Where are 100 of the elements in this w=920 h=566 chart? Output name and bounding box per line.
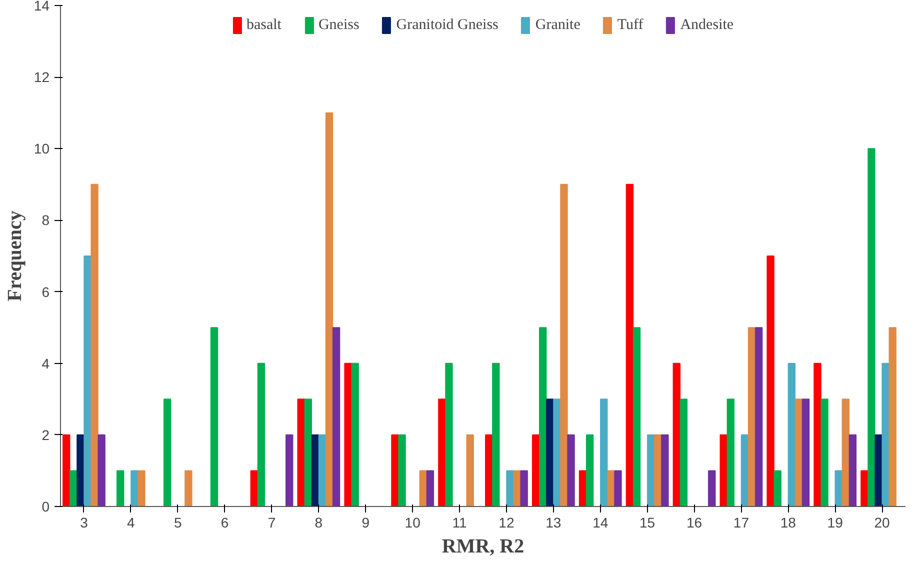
bar: [586, 434, 594, 506]
bar: [445, 362, 453, 506]
bar: [184, 470, 192, 506]
x-tick-label: 20: [874, 514, 890, 530]
bar: [116, 470, 124, 506]
bar: [600, 398, 608, 506]
bar: [882, 362, 890, 506]
bar: [672, 362, 680, 506]
x-tick-label: 17: [733, 514, 750, 530]
y-tick-label: 10: [34, 140, 50, 157]
bar: [567, 434, 575, 506]
bar: [297, 398, 305, 506]
x-tick-label: 3: [80, 514, 88, 530]
y-tick-label: 14: [34, 0, 50, 14]
bar: [726, 398, 734, 506]
bar: [546, 398, 554, 506]
bar: [520, 470, 528, 506]
bar: [754, 327, 763, 506]
x-tick-label: 5: [174, 514, 182, 530]
bar: [788, 362, 796, 506]
bar: [419, 470, 427, 506]
bar: [626, 184, 634, 506]
legend-label: Granite: [535, 16, 580, 34]
bar: [76, 434, 84, 506]
bar: [438, 398, 446, 506]
bar: [210, 327, 218, 506]
bar: [98, 434, 106, 506]
bar: [250, 470, 258, 506]
x-tick-label: 13: [546, 514, 562, 530]
y-tick-label: 6: [42, 284, 50, 300]
bar: [506, 470, 514, 506]
y-tick-label: 2: [42, 426, 50, 443]
bar: [680, 398, 688, 506]
bar: [311, 434, 320, 506]
bar: [720, 434, 728, 506]
x-tick-label: 18: [780, 514, 796, 530]
bar: [560, 184, 568, 506]
legend-label: Tuff: [617, 16, 644, 34]
bar: [802, 398, 810, 506]
y-tick-label: 8: [42, 212, 50, 228]
bar: [532, 434, 540, 506]
y-tick-label: 0: [42, 498, 50, 514]
legend-label: Granitoid Gneiss: [396, 16, 498, 34]
bar: [578, 470, 587, 506]
x-tick-label: 4: [127, 514, 136, 530]
x-tick-label: 14: [592, 514, 608, 530]
bar: [70, 470, 78, 506]
bar: [351, 362, 359, 506]
bar: [391, 434, 399, 506]
bar: [654, 434, 662, 506]
bar: [740, 434, 749, 506]
bar: [814, 362, 822, 506]
bar: [834, 470, 842, 506]
bar: [539, 327, 547, 506]
x-tick-label: 10: [404, 514, 421, 530]
bar: [848, 434, 857, 506]
bar: [398, 434, 406, 506]
bar: [874, 434, 882, 506]
x-axis-title: RMR, R2: [442, 536, 524, 558]
bar: [774, 470, 782, 506]
bar: [708, 470, 716, 506]
bar: [868, 148, 876, 506]
x-tick-label: 6: [220, 514, 229, 530]
bar: [492, 362, 500, 506]
y-tick-label: 12: [34, 69, 50, 86]
bar: [614, 470, 622, 506]
legend-label: Andesite: [680, 16, 734, 34]
bar: [286, 434, 294, 506]
bar: [84, 256, 92, 506]
bar: [304, 398, 312, 506]
bar: [860, 470, 868, 506]
x-tick-label: 12: [498, 514, 514, 530]
bar: [485, 434, 493, 506]
bar: [842, 398, 850, 506]
bar: [332, 327, 340, 506]
bar: [62, 434, 70, 506]
x-tick-label: 11: [452, 514, 468, 530]
bar: [130, 470, 138, 506]
x-tick-label: 19: [827, 514, 844, 530]
bar: [513, 470, 521, 506]
y-axis-title: Frequency: [4, 210, 26, 302]
bar: [661, 434, 669, 506]
bar: [553, 398, 561, 506]
bar: [325, 112, 334, 506]
y-tick-label: 4: [42, 355, 50, 372]
bar: [163, 398, 172, 506]
bar: [466, 434, 474, 506]
bar: [820, 398, 828, 506]
bar: [257, 362, 266, 506]
bar: [632, 327, 641, 506]
bar: [646, 434, 655, 506]
x-tick-label: 16: [686, 514, 702, 530]
x-tick-label: 7: [268, 514, 276, 530]
bar: [888, 327, 896, 506]
bar: [138, 470, 146, 506]
bar: [426, 470, 434, 506]
bar: [794, 398, 803, 506]
bar: [318, 434, 326, 506]
x-tick-label: 8: [314, 514, 323, 530]
bar: [607, 470, 615, 506]
